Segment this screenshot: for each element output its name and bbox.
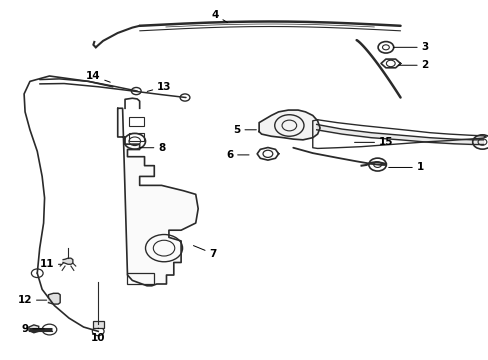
Polygon shape — [48, 293, 60, 304]
Polygon shape — [259, 110, 320, 140]
Text: 9: 9 — [21, 324, 44, 334]
Text: 2: 2 — [398, 60, 427, 70]
Polygon shape — [63, 258, 73, 264]
Text: 4: 4 — [211, 10, 227, 23]
Polygon shape — [118, 108, 198, 286]
Text: 1: 1 — [388, 162, 423, 172]
Bar — [129, 134, 143, 140]
Text: 13: 13 — [147, 82, 171, 92]
Text: 12: 12 — [18, 295, 46, 305]
Text: 5: 5 — [233, 125, 256, 135]
Text: 6: 6 — [226, 150, 248, 160]
Text: 7: 7 — [193, 246, 216, 258]
Text: 14: 14 — [86, 71, 110, 82]
Text: 3: 3 — [393, 42, 427, 52]
Text: 10: 10 — [91, 328, 105, 343]
Polygon shape — [29, 325, 39, 333]
Bar — [129, 117, 143, 126]
Bar — [93, 321, 104, 328]
Bar — [127, 273, 154, 284]
Text: 15: 15 — [354, 138, 392, 147]
Text: 8: 8 — [140, 143, 165, 153]
Text: 11: 11 — [40, 259, 61, 269]
